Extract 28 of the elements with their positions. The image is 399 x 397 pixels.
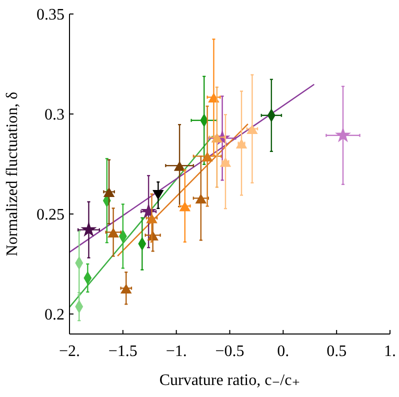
x-tick-label: −1.5 xyxy=(108,343,138,360)
point xyxy=(220,157,232,167)
point xyxy=(202,152,213,162)
point xyxy=(108,228,119,238)
x-tick-label: −1. xyxy=(166,343,187,360)
x-tick-label: 0.5 xyxy=(326,343,347,360)
point xyxy=(120,284,132,294)
point xyxy=(146,213,158,224)
y-tick-label: 0.3 xyxy=(44,106,64,124)
point xyxy=(208,92,220,102)
point xyxy=(174,161,186,171)
point xyxy=(152,190,164,200)
x-tick-label: −2. xyxy=(58,343,80,360)
x-tick-label: 0. xyxy=(277,343,290,360)
point xyxy=(334,126,352,142)
point xyxy=(80,221,97,237)
y-axis-title: Normalized fluctuation, δ xyxy=(4,92,21,256)
point xyxy=(179,201,191,212)
x-tick-label: −0.5 xyxy=(215,343,244,360)
y-tick-label: 0.2 xyxy=(44,306,64,324)
y-tick-label: 0.35 xyxy=(36,6,64,24)
y-tick-label: 0.25 xyxy=(36,206,64,224)
point xyxy=(103,187,115,198)
point xyxy=(195,194,207,204)
x-axis-title: Curvature ratio, c₋/c₊ xyxy=(159,372,300,389)
point xyxy=(236,138,248,148)
point xyxy=(246,124,258,134)
x-tick-label: 1. xyxy=(384,343,396,360)
